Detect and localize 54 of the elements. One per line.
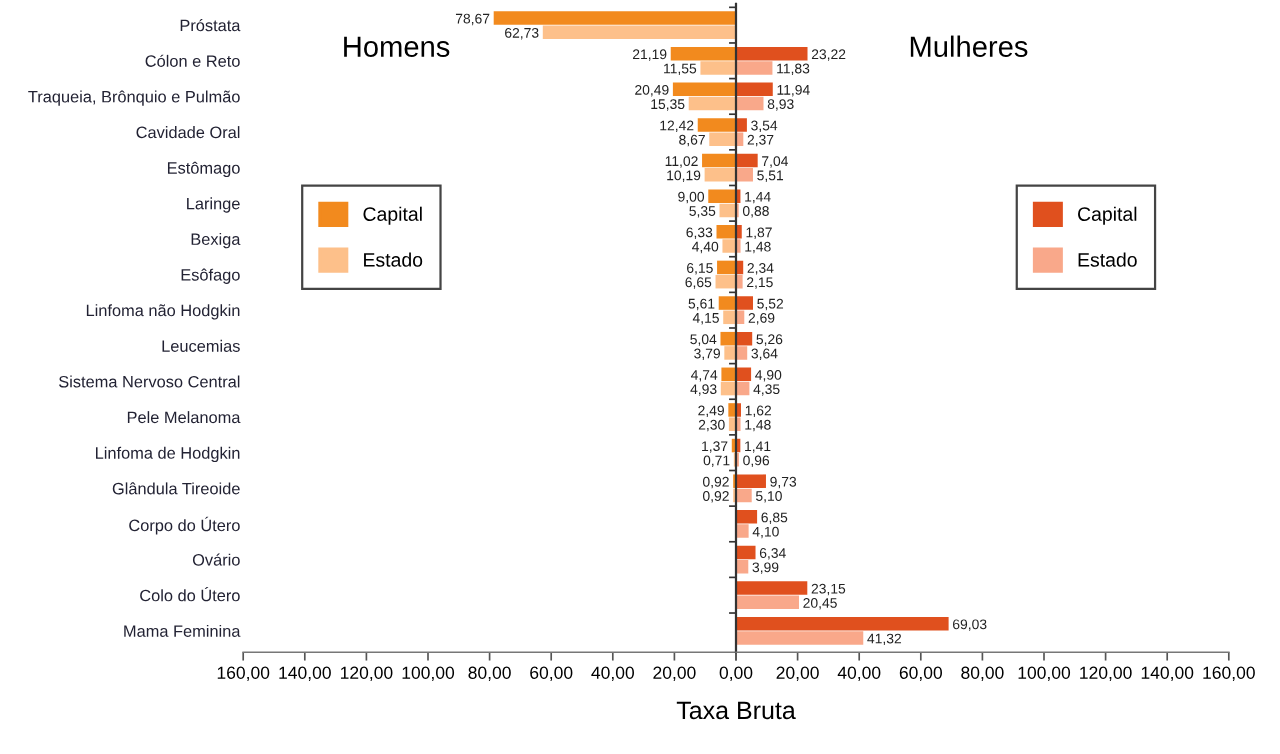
bar [736, 488, 752, 503]
x-tick-label: 140,00 [1141, 666, 1194, 682]
x-tick-label: 160,00 [1203, 666, 1255, 682]
x-tick-label: 60,00 [899, 666, 943, 682]
y-tick-label: Traqueia, Brônquio e Pulmão [28, 90, 240, 106]
y-tick-label: Glândula Tireoide [112, 482, 240, 495]
bar [493, 11, 736, 25]
bar [736, 524, 749, 538]
x-tick-label: 40,00 [837, 666, 881, 682]
x-tick-label: 120,00 [1080, 666, 1132, 682]
y-tick-label: Corpo do Útero [129, 516, 240, 535]
bar [736, 510, 758, 524]
bar [736, 631, 864, 645]
bar [736, 118, 747, 132]
y-tick-label: Laringe [187, 197, 240, 213]
y-tick-label: Leucemias [162, 339, 240, 352]
y-tick-label: Bexiga [191, 232, 241, 249]
x-tick-label: 100,00 [1018, 666, 1071, 682]
x-tick-label: 20,00 [776, 666, 819, 682]
annotation: Mulheres [910, 35, 1028, 57]
y-tick-label: Estômago [167, 161, 240, 178]
y-tick-label: Pele Melanoma [127, 411, 241, 424]
bar [736, 545, 756, 560]
x-tick-label: 100,00 [402, 666, 455, 682]
x-tick-label: 160,00 [217, 666, 270, 682]
bar [736, 474, 766, 488]
x-tick-label: 80,00 [468, 666, 511, 682]
legend-label: Capital [1078, 206, 1137, 225]
legend-label: Capital [363, 206, 422, 225]
y-tick-label: Sistema Nervoso Central [59, 375, 240, 388]
bar [736, 581, 808, 595]
y-tick-label: Cólon e Reto [145, 54, 240, 67]
y-tick-label: Cavidade Oral [136, 126, 240, 139]
x-tick-label: 0,00 [719, 666, 753, 682]
x-tick-label: 80,00 [961, 666, 1004, 682]
y-tick-label: Linfoma não Hodgkin [86, 304, 240, 320]
annotation: Homens [344, 36, 450, 57]
x-tick-label: 60,00 [530, 666, 573, 682]
y-tick-label: Esôfago [181, 268, 240, 284]
x-tick-label: 40,00 [591, 666, 635, 682]
x-tick-label: 20,00 [653, 666, 696, 682]
bar [736, 616, 949, 631]
bar [542, 25, 736, 40]
x-axis-title: Taxa Bruta [676, 701, 796, 720]
y-tick-label: Linfoma de Hodgkin [96, 446, 240, 463]
y-tick-label: Mama Feminina [124, 624, 241, 637]
legend-label: Estado [364, 252, 423, 267]
y-tick-label: Colo do Útero [140, 586, 240, 602]
y-tick-label: Próstata [180, 19, 241, 32]
y-tick-label: Ovário [192, 553, 240, 566]
x-tick-label: 140,00 [279, 666, 331, 682]
bar [736, 595, 799, 610]
x-tick-label: 120,00 [340, 666, 393, 682]
legend-label: Estado [1078, 252, 1137, 267]
